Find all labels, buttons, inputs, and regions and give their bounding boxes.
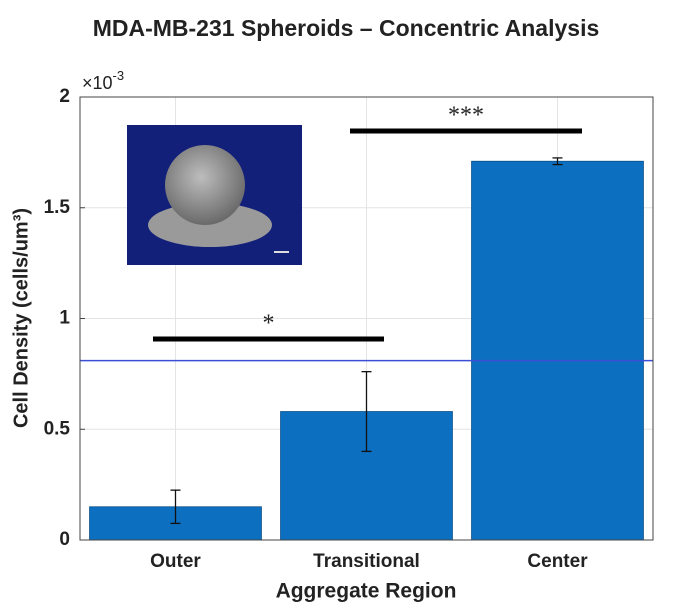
y-tick-label: 1.5 <box>44 197 71 218</box>
significance-label: *** <box>448 103 484 129</box>
x-tick-label: Center <box>527 551 588 572</box>
error-bar <box>170 489 181 525</box>
y-multiplier: ×10-3 <box>82 68 124 92</box>
significance-label: * <box>263 311 275 337</box>
plot-frame <box>79 96 654 541</box>
multiplier-base: ×10 <box>82 73 113 93</box>
error-bar <box>552 157 563 166</box>
multiplier-exponent: -3 <box>113 68 125 83</box>
error-bar <box>361 371 372 453</box>
x-tick-label: Outer <box>150 551 201 572</box>
y-tick-label: 0 <box>59 529 70 550</box>
chart-title: MDA-MB-231 Spheroids – Concentric Analys… <box>93 15 600 41</box>
y-tick-label: 2 <box>59 86 70 107</box>
y-tick-label: 0.5 <box>44 418 71 439</box>
x-tick-label: Transitional <box>313 551 420 572</box>
bar <box>471 160 644 541</box>
y-tick-label: 1 <box>59 308 70 329</box>
y-axis-label: Cell Density (cells/um³) <box>10 208 32 428</box>
x-axis-label: Aggregate Region <box>276 580 457 603</box>
inset-sphere <box>165 145 245 225</box>
